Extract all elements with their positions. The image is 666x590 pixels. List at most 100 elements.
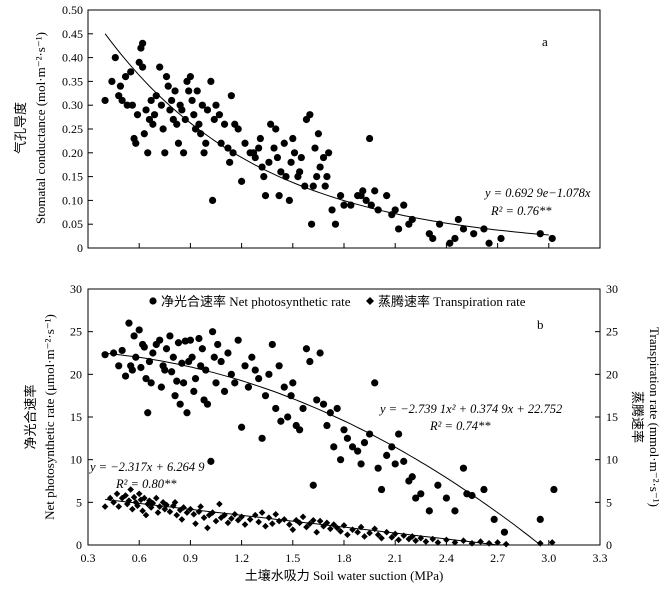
- panel-a-point: [446, 239, 454, 247]
- net-photosynthesis-point: [166, 332, 174, 340]
- panel-a-equation: y = 0.692 9e−1.078x: [483, 186, 591, 200]
- panel-a-point: [290, 149, 299, 157]
- net-photosynthesis-point: [323, 421, 331, 430]
- transpiration-point: [344, 531, 351, 539]
- transpiration-point: [303, 523, 310, 531]
- panel-a-point: [289, 134, 297, 143]
- transpiration-point: [275, 517, 283, 525]
- panel-a-letter: a: [542, 34, 548, 49]
- panel-a-point: [142, 106, 150, 114]
- panel-a-point: [311, 144, 319, 152]
- panel-a-point: [400, 201, 408, 209]
- panel-a-point: [238, 177, 246, 185]
- panel-a-point: [144, 149, 152, 157]
- net-photosynthesis-point: [319, 400, 328, 408]
- panel-a-point: [273, 153, 282, 162]
- panel-b-x-tick-label: 0.6: [132, 551, 147, 565]
- net-photosynthesis-point: [118, 346, 126, 355]
- net-photosynthesis-point: [408, 473, 416, 481]
- panel-a-point: [359, 187, 367, 195]
- panel-a-point: [367, 201, 375, 209]
- panel-b-ylabel-en: Net photosynthetic rate (μmol·m⁻²·s⁻¹): [42, 314, 57, 520]
- transpiration-point: [246, 516, 254, 523]
- transpiration-point: [443, 536, 450, 544]
- panel-b-y-tick-label: 5: [76, 495, 82, 509]
- panel-a-point: [241, 139, 249, 147]
- panel-a: 0 0.05 0.10 0.15 0.20 0.25 0.30 0.35 0.40 0.45 0.5…: [13, 3, 601, 255]
- panel-a-point: [316, 163, 324, 171]
- transpiration-point: [224, 519, 232, 527]
- net-photosynthesis-point: [198, 345, 206, 353]
- net-photosynthesis-point: [536, 515, 544, 524]
- net-photosynthesis-point: [169, 353, 177, 361]
- panel-a-point: [207, 77, 215, 85]
- panel-a-point: [149, 120, 157, 128]
- net-photosynthesis-point: [125, 319, 133, 327]
- net-photosynthesis-point: [412, 494, 420, 502]
- panel-a-point: [127, 68, 135, 76]
- net-photosynthesis-point: [176, 400, 184, 408]
- transpiration-point: [320, 522, 327, 530]
- transpiration-point: [171, 499, 179, 506]
- transpiration-point: [241, 521, 249, 528]
- panel-a-point: [220, 120, 229, 128]
- panel-b-x-tick-label: 0.3: [81, 551, 96, 565]
- transpiration-point: [147, 504, 155, 511]
- transpiration-point: [134, 502, 141, 510]
- net-photosynthesis-point: [550, 485, 558, 494]
- panel-a-point: [297, 153, 305, 162]
- transpiration-point: [154, 509, 162, 516]
- transpiration-point: [262, 522, 269, 530]
- net-photosynthesis-point: [248, 353, 256, 361]
- panel-a-point: [548, 234, 556, 243]
- panel-a-ylabel-en: Stomatal conductance (mol·m⁻²·s⁻¹): [33, 32, 48, 224]
- panel-a-point: [208, 196, 217, 204]
- transpiration-point: [374, 531, 382, 539]
- panel-a-point: [260, 173, 268, 181]
- x-axis-label: 土壤水吸力 Soil water suction (MPa): [245, 568, 444, 583]
- panel-a-point: [116, 82, 125, 90]
- transpiration-point: [378, 534, 385, 542]
- panel-a-point: [497, 234, 505, 243]
- panel-a-y-tick-label: 0.50: [62, 3, 83, 17]
- transpiration-point: [296, 519, 303, 527]
- panel-a-y-tick-label: 0.15: [62, 170, 83, 184]
- transpiration-point: [122, 492, 129, 499]
- panel-a-point: [451, 234, 459, 243]
- transpiration-point: [192, 520, 199, 527]
- transpiration-point: [115, 503, 123, 510]
- net-photosynthesis-point: [336, 456, 345, 464]
- transpiration-point: [485, 539, 493, 547]
- net-photosynthesis-point: [340, 426, 348, 434]
- net-photosynthesis-point: [251, 366, 259, 374]
- net-photosynthesis-point: [188, 353, 196, 361]
- panel-a-point: [267, 120, 275, 128]
- net-photosynthesis-point: [156, 336, 164, 344]
- panel-a-y-tick-label: 0.35: [62, 74, 83, 88]
- net-photosynthesis-point: [224, 349, 232, 357]
- transpiration-point: [178, 516, 186, 523]
- panel-b-x-tick-label: 1.8: [337, 551, 352, 565]
- net-photosynthesis-point: [395, 430, 403, 438]
- panel-a-point: [139, 39, 147, 47]
- net-photosynthesis-point: [220, 387, 229, 395]
- net-photosynthesis-point: [179, 379, 188, 387]
- panel-a-point: [200, 149, 208, 157]
- net-photosynthesis-point: [203, 400, 212, 408]
- net-photosynthesis-point: [161, 366, 169, 374]
- panel-a-point: [162, 73, 171, 81]
- panel-a-point: [331, 220, 340, 228]
- transpiration-point: [412, 537, 419, 545]
- panel-a-points: [101, 39, 556, 247]
- transpiration-point: [141, 494, 148, 502]
- transpiration-point: [183, 509, 191, 516]
- panel-a-point: [202, 139, 210, 147]
- transpiration-point: [280, 516, 288, 523]
- net-photosynthesis-point: [309, 481, 317, 489]
- panel-a-point: [190, 111, 198, 119]
- panel-a-point: [296, 168, 304, 176]
- panel-b-r2-net-photosynthesis: R² = 0.74**: [429, 419, 491, 433]
- net-photosynthesis-point: [357, 460, 365, 468]
- transpiration-point: [272, 510, 280, 518]
- panel-a-y-tick-label: 0.40: [62, 51, 83, 65]
